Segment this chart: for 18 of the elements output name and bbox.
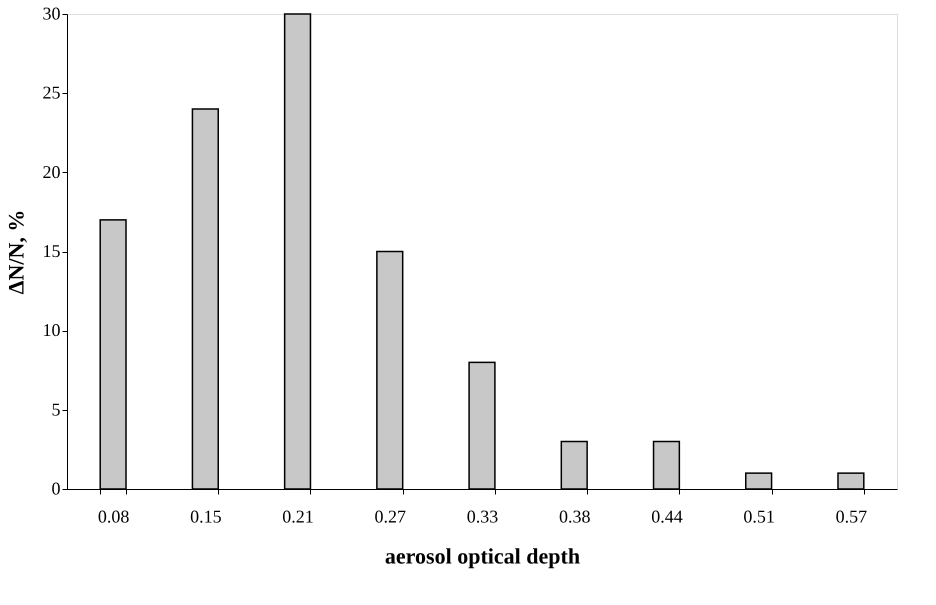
x-tick-label: 0.08 — [98, 506, 130, 526]
x-tick-label: 0.21 — [282, 506, 314, 526]
y-tick-label: 20 — [42, 162, 60, 182]
x-tick-label: 0.57 — [836, 506, 868, 526]
y-axis-title: ΔN/N, % — [4, 210, 28, 294]
y-tick-label: 0 — [52, 478, 60, 498]
x-tick-label: 0.44 — [651, 506, 683, 526]
y-tick-label: 30 — [42, 4, 60, 24]
x-tick-label: 0.27 — [374, 506, 406, 526]
y-tick-label: 5 — [52, 399, 60, 420]
x-axis-title: aerosol optical depth — [384, 544, 580, 568]
x-tick-label: 0.15 — [190, 506, 222, 526]
y-tick-label: 10 — [42, 320, 60, 340]
x-tick-label: 0.33 — [466, 506, 498, 526]
y-tick-label: 25 — [42, 82, 60, 103]
x-tick-label: 0.51 — [743, 506, 775, 526]
x-tick-label: 0.38 — [558, 506, 590, 526]
y-tick-label: 15 — [42, 241, 60, 261]
